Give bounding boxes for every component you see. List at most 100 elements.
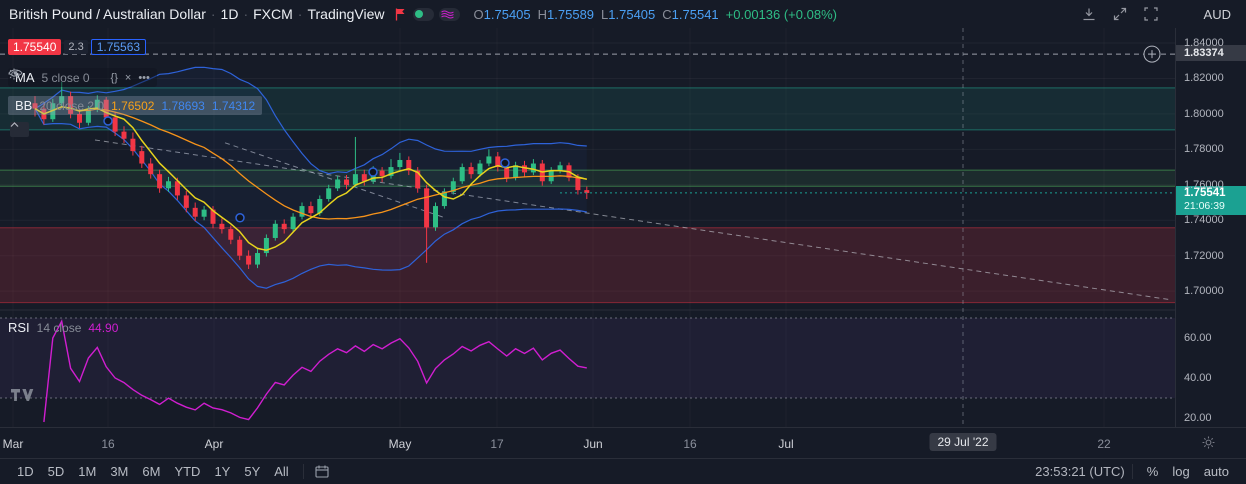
candle-body <box>228 229 234 240</box>
quote-bar: 1.75540 2.3 1.75563 <box>8 39 147 55</box>
download-icon[interactable] <box>1078 3 1100 25</box>
rsi-title: RSI <box>8 320 30 335</box>
candle-body <box>183 195 189 208</box>
rsi-tick: 20.00 <box>1184 412 1212 424</box>
title-separator: · <box>210 6 216 22</box>
candle-body <box>139 151 145 164</box>
ask-price-badge[interactable]: 1.75563 <box>90 39 147 55</box>
candle-body <box>415 170 421 189</box>
axis-currency-label[interactable]: AUD <box>1203 7 1231 22</box>
candle-body <box>575 177 581 191</box>
chart-canvas[interactable] <box>0 28 1175 427</box>
candle-body <box>281 223 287 230</box>
scale-mode-log[interactable]: log <box>1172 464 1190 479</box>
symbol-title[interactable]: British Pound / Australian Dollar <box>9 6 206 22</box>
alert-price-label[interactable]: 1.83374 <box>1176 45 1246 62</box>
range-1d[interactable]: 1D <box>17 464 34 479</box>
collapse-legend-button[interactable] <box>10 122 29 137</box>
candle-body <box>174 181 180 196</box>
drawing-anchor[interactable] <box>235 213 245 223</box>
price-tick: 1.72000 <box>1184 249 1224 262</box>
title-separator: · <box>297 6 303 22</box>
price-axis[interactable]: 1.83374 1.75541 21:06:39 1.84000 1.82000 1… <box>1175 28 1246 427</box>
candle-body <box>477 163 483 175</box>
bb-upper-line[interactable] <box>34 66 587 175</box>
range-1m[interactable]: 1M <box>78 464 97 479</box>
ma5-line[interactable] <box>34 106 587 251</box>
candle-body <box>504 167 510 178</box>
candle-body <box>130 138 136 152</box>
ma-legend-row: MA 5 close 0 {} × ••• <box>8 68 157 87</box>
candle-body <box>237 239 243 256</box>
drawing-anchor[interactable] <box>368 167 378 177</box>
drawing-anchor[interactable] <box>103 116 113 126</box>
price-tick: 1.74000 <box>1184 214 1224 227</box>
low-value: 1.75405 <box>608 6 656 22</box>
brand-label: TradingView <box>307 6 385 22</box>
flag-icon[interactable] <box>395 8 406 21</box>
candle-body <box>530 163 536 173</box>
candle-body <box>68 96 74 114</box>
chart-pane[interactable]: 1.75540 2.3 1.75563 MA 5 close 0 {} × ••… <box>0 28 1175 427</box>
bid-price-badge[interactable]: 1.75540 <box>8 39 62 55</box>
interval-button[interactable]: 1D <box>220 6 239 22</box>
zone-supply[interactable] <box>0 87 1175 131</box>
range-5d[interactable]: 5D <box>47 464 65 479</box>
close-value: 1.75541 <box>671 6 719 22</box>
add-alert-plus-icon[interactable] <box>1143 45 1161 63</box>
source-code-icon[interactable]: {} <box>110 71 118 84</box>
candle-body <box>192 207 198 217</box>
candle-body <box>335 179 341 189</box>
candle-body <box>433 206 438 228</box>
time-axis[interactable]: 29 Jul '22 Mar 16 Apr May 17 Jun 16 Jul 22 <box>0 427 1246 459</box>
magenta-waves-pill[interactable] <box>438 7 460 21</box>
bottom-toolbar: 1D 5D 1M 3M 6M YTD 1Y 5Y All 23:53:21 (UTC) % log… <box>0 458 1246 484</box>
bb-lower-line[interactable] <box>34 108 587 289</box>
go-to-date-icon[interactable] <box>311 465 333 478</box>
range-1y[interactable]: 1Y <box>214 464 231 479</box>
last-price-badge: 1.75541 21:06:39 <box>1176 185 1246 215</box>
scale-mode-percent[interactable]: % <box>1146 464 1159 479</box>
price-tick: 1.70000 <box>1184 285 1224 298</box>
axis-settings-gear-icon[interactable] <box>1202 436 1215 449</box>
rsi-band <box>0 317 1175 399</box>
price-tick: 1.80000 <box>1184 107 1224 120</box>
clock-utc[interactable]: 23:53:21 (UTC) <box>1035 464 1125 479</box>
high-value: 1.75589 <box>547 6 595 22</box>
bb-basis-value: 1.76502 <box>111 98 155 113</box>
ma-params: 5 close 0 <box>41 70 90 85</box>
close-icon[interactable]: × <box>124 71 132 84</box>
range-all[interactable]: All <box>274 464 289 479</box>
zone-demand[interactable] <box>0 227 1175 304</box>
candle-body <box>486 156 492 164</box>
time-tick: Jul <box>778 437 794 451</box>
candle-body <box>317 198 323 214</box>
bb-basis-line[interactable] <box>34 106 587 220</box>
open-label: O <box>473 6 484 22</box>
drawing-anchor[interactable] <box>500 158 510 168</box>
range-selector: 1D 5D 1M 3M 6M YTD 1Y 5Y All <box>10 463 296 480</box>
scale-mode-buttons: % log auto <box>1140 463 1236 480</box>
time-tick: Jun <box>583 437 603 451</box>
scale-mode-auto[interactable]: auto <box>1203 464 1229 479</box>
candle-body <box>148 163 154 175</box>
candle-body <box>219 223 225 230</box>
range-3m[interactable]: 3M <box>110 464 129 479</box>
trendline-1[interactable] <box>94 139 1171 301</box>
fullscreen-icon[interactable] <box>1140 3 1162 25</box>
zone-level-band[interactable] <box>0 169 1175 187</box>
rsi-line[interactable] <box>43 319 587 423</box>
bb-legend-row[interactable]: BB 20 close 2 0 1.76502 1.78693 1.74312 <box>8 96 263 115</box>
trendline-2[interactable] <box>224 142 446 219</box>
more-options-icon[interactable]: ••• <box>138 71 150 84</box>
expand-icon[interactable] <box>1109 3 1131 25</box>
candle-body <box>272 223 278 238</box>
price-tick: 1.82000 <box>1184 72 1224 85</box>
range-6m[interactable]: 6M <box>142 464 161 479</box>
green-toggle-pill[interactable] <box>412 7 434 21</box>
candle-body <box>379 170 385 176</box>
range-5y[interactable]: 5Y <box>244 464 261 479</box>
candle-body <box>77 113 82 123</box>
range-ytd[interactable]: YTD <box>174 464 201 479</box>
time-tick: 16 <box>683 437 697 451</box>
